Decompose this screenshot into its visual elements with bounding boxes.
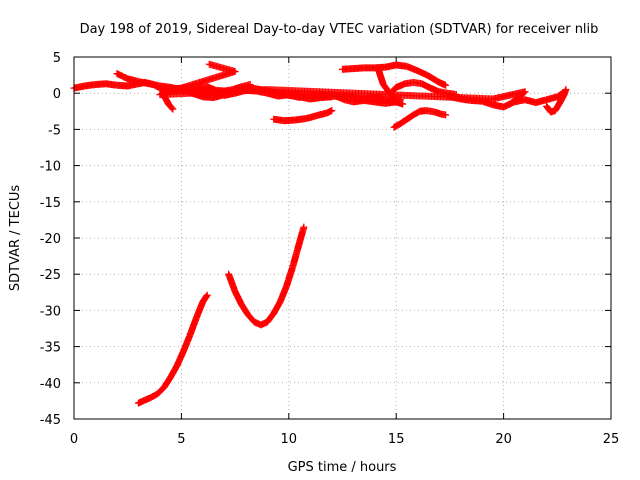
data-point (300, 223, 308, 231)
data-point (199, 292, 210, 306)
x-tick-label: 5 (177, 432, 185, 447)
data-point (186, 315, 200, 339)
data-point (399, 100, 407, 108)
data-points (70, 60, 570, 407)
data-point (283, 263, 297, 290)
x-tick-label: 15 (388, 432, 405, 447)
chart-title: Day 198 of 2019, Sidereal Day-to-day VTE… (80, 22, 599, 37)
grid (74, 57, 611, 419)
x-axis-label: GPS time / hours (288, 460, 397, 475)
data-point (551, 101, 563, 115)
data-point (225, 270, 239, 294)
data-point (296, 225, 307, 246)
data-point (263, 86, 495, 103)
data-point (167, 363, 180, 381)
data-point (244, 311, 258, 325)
data-point (379, 81, 391, 93)
data-point (409, 108, 423, 119)
data-point (203, 291, 211, 299)
y-tick-label: -35 (40, 341, 61, 356)
x-tick-label: 0 (70, 432, 78, 447)
data-point (246, 81, 254, 89)
data-point (562, 86, 570, 94)
y-tick-label: -25 (40, 268, 61, 283)
data-point (270, 299, 283, 317)
y-tick-label: 0 (53, 87, 61, 102)
series-arc-13 (543, 86, 570, 116)
data-point (154, 384, 167, 398)
y-tick-label: -45 (40, 413, 61, 428)
data-point (173, 348, 187, 369)
y-tick-label: 5 (53, 51, 61, 66)
data-point (390, 120, 403, 131)
data-point (231, 288, 245, 307)
data-point (180, 332, 193, 355)
data-point (289, 240, 303, 270)
data-point (276, 283, 290, 306)
data-point (238, 301, 251, 318)
x-tick-label: 10 (281, 432, 298, 447)
data-point (165, 100, 176, 112)
y-axis-ticks: 5 0 -5 -10 -15 -20 -25 -30 -35 -40 -45 (40, 51, 611, 428)
data-point (156, 86, 270, 99)
y-tick-label: -15 (40, 196, 61, 211)
x-tick-label: 25 (603, 432, 620, 447)
y-tick-label: -40 (40, 377, 61, 392)
series-isolated (156, 60, 529, 108)
series-arc-7 (270, 107, 336, 125)
data-point (506, 100, 514, 108)
data-point (192, 299, 206, 322)
series-arc-15 (225, 223, 308, 329)
data-point (328, 107, 336, 115)
y-tick-label: -5 (48, 123, 61, 138)
series-arc-8 (339, 61, 450, 89)
series-arc-14 (134, 291, 211, 407)
data-point (442, 111, 450, 119)
data-point (403, 112, 416, 123)
y-tick-label: -30 (40, 304, 61, 319)
data-point (263, 310, 277, 326)
plot-frame (73, 56, 612, 420)
x-axis-ticks: 0 5 10 15 20 25 (70, 57, 619, 447)
data-point (424, 72, 442, 86)
data-point (169, 105, 177, 113)
data-point (442, 81, 450, 89)
y-axis-label: SDTVAR / TECUs (8, 185, 23, 292)
data-point (160, 374, 174, 391)
y-tick-label: -10 (40, 160, 61, 175)
series-arc-11 (390, 107, 450, 131)
y-tick-label: -20 (40, 232, 61, 247)
data-point (396, 116, 410, 128)
data-point (375, 67, 387, 87)
data-point (507, 88, 529, 107)
data-point (147, 390, 160, 401)
x-tick-label: 20 (495, 432, 512, 447)
